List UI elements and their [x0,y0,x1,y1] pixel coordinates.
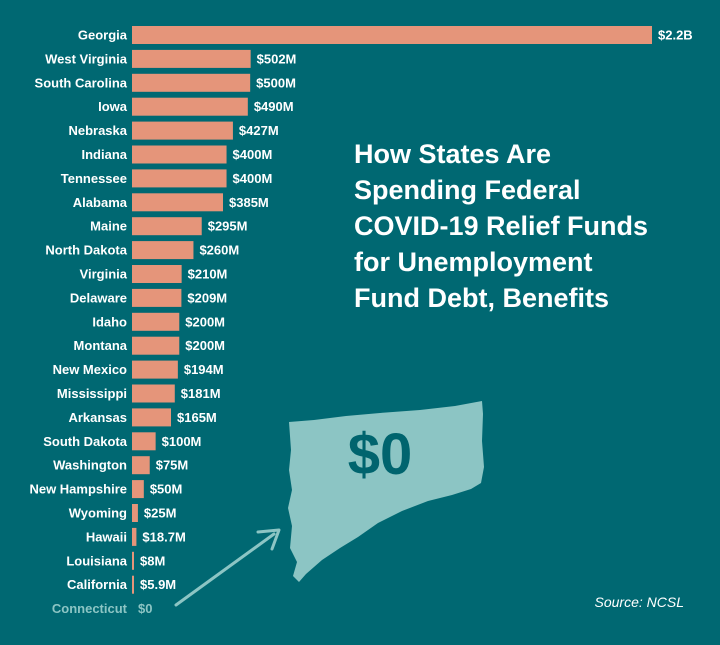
value-label-west-virginia: $502M [257,51,297,66]
callout-zero-label: $0 [348,422,413,487]
bar-new-mexico [132,360,178,379]
arrow-head [256,528,281,551]
bar-idaho [132,312,180,331]
value-label-indiana: $400M [233,147,273,162]
value-label-idaho: $200M [185,314,225,329]
bar-wyoming [132,504,138,522]
category-label-north-dakota: North Dakota [45,243,127,258]
bar-delaware [132,288,182,307]
bar-hawaii [132,527,137,546]
chart-title-line: for Unemployment [354,247,593,277]
value-label-virginia: $210M [188,267,228,282]
value-label-arkansas: $165M [177,410,217,425]
category-label-alabama: Alabama [73,195,128,210]
category-label-new-hampshire: New Hampshire [29,482,127,497]
bar-new-hampshire [132,480,144,499]
bar-virginia [132,265,182,283]
chart-title-line: COVID-19 Relief Funds [354,211,649,241]
value-label-hawaii: $18.7M [142,529,185,544]
category-label-washington: Washington [53,458,127,473]
value-label-delaware: $209M [187,290,227,305]
bar-north-dakota [132,241,194,260]
highlight-graphic: $0 [174,401,484,607]
category-label-mississippi: Mississippi [57,386,127,401]
value-label-california: $5.9M [140,577,176,592]
category-label-montana: Montana [74,338,128,353]
value-label-connecticut: $0 [138,601,152,616]
value-label-tennessee: $400M [233,171,273,186]
connecticut-map-shape [288,401,484,582]
value-label-alabama: $385M [229,195,269,210]
value-label-south-carolina: $500M [256,75,296,90]
category-label-maine: Maine [90,219,127,234]
arrow-line [174,532,276,607]
category-label-west-virginia: West Virginia [45,51,128,66]
bars-group [132,26,652,594]
bar-california [132,575,134,594]
value-label-maine: $295M [208,219,248,234]
category-label-nebraska: Nebraska [68,123,127,138]
bar-nebraska [132,121,233,140]
bar-mississippi [132,384,175,403]
category-label-tennessee: Tennessee [61,171,127,186]
bar-maine [132,217,202,236]
value-label-new-hampshire: $50M [150,482,183,497]
category-label-iowa: Iowa [98,99,128,114]
bar-alabama [132,193,223,212]
bar-louisiana [132,551,134,570]
value-label-washington: $75M [156,458,189,473]
category-label-louisiana: Louisiana [66,553,127,568]
value-label-south-dakota: $100M [162,434,202,449]
category-label-new-mexico: New Mexico [53,362,127,377]
bar-iowa [132,97,248,116]
category-label-south-carolina: South Carolina [35,75,128,90]
chart-title-line: How States Are [354,139,552,169]
category-label-georgia: Georgia [78,28,128,43]
bar-west-virginia [132,49,251,68]
category-label-connecticut: Connecticut [52,601,128,616]
chart-title-line: Fund Debt, Benefits [354,283,609,313]
value-label-new-mexico: $194M [184,362,224,377]
category-label-california: California [67,577,128,592]
bar-south-carolina [132,73,251,92]
chart-title: How States Are Spending Federal COVID-19 R… [354,136,694,316]
bar-indiana [132,145,227,164]
bar-south-dakota [132,432,156,451]
value-label-georgia: $2.2B [658,28,693,43]
category-label-indiana: Indiana [81,147,127,162]
category-label-wyoming: Wyoming [69,506,127,521]
bar-washington [132,456,150,475]
bar-arkansas [132,408,171,427]
value-labels: $2.2B $502M $500M $490M $427M $400M $400M $385M… [138,28,693,617]
category-label-south-dakota: South Dakota [43,434,128,449]
value-label-mississippi: $181M [181,386,221,401]
category-label-arkansas: Arkansas [68,410,127,425]
category-label-delaware: Delaware [70,290,127,305]
category-label-hawaii: Hawaii [86,529,127,544]
value-label-louisiana: $8M [140,553,165,568]
chart-title-line: Spending Federal [354,175,581,205]
category-label-idaho: Idaho [92,314,127,329]
category-labels: Georgia West Virginia South Carolina Iowa Ne… [29,28,127,617]
value-label-wyoming: $25M [144,506,177,521]
category-label-virginia: Virginia [80,267,128,282]
value-label-nebraska: $427M [239,123,279,138]
bar-georgia [132,26,652,44]
bar-tennessee [132,169,227,188]
bar-montana [132,336,180,355]
value-label-montana: $200M [185,338,225,353]
source-label: Source: NCSL [594,594,684,610]
value-label-iowa: $490M [254,99,294,114]
value-label-north-dakota: $260M [199,243,239,258]
